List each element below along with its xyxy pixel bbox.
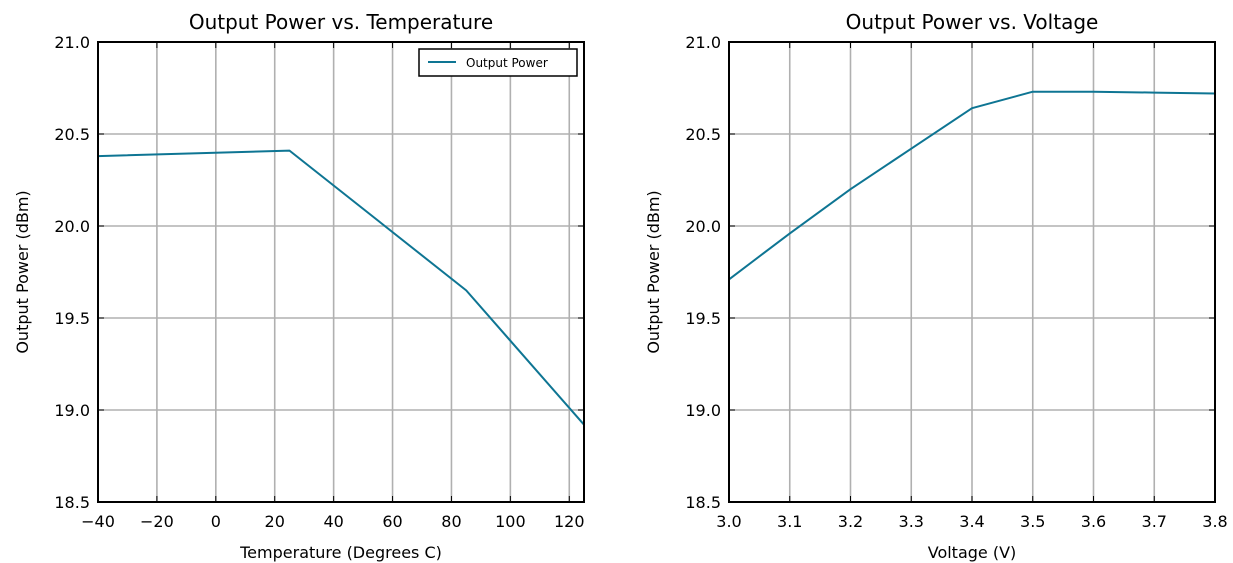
y-tick-label: 18.5	[685, 493, 721, 512]
x-tick-label: 3.5	[1020, 512, 1045, 531]
series-line	[728, 90, 1216, 281]
ticks: 3.0 3.1 3.2 3.3 3.4 3.5 3.6 3.7 3.8 18.5 19.0 19.5 2…	[685, 33, 1227, 531]
x-tick-label: 60	[382, 512, 402, 531]
y-tick-label: 19.5	[685, 309, 721, 328]
x-tick-label: 3.1	[777, 512, 802, 531]
x-tick-label: 120	[554, 512, 585, 531]
x-tick-label: 40	[323, 512, 343, 531]
chart-voltage: Output Power vs. Voltage 3.0 3.1 3.2 3.3 3.4…	[644, 10, 1228, 562]
y-tick-label: 19.0	[54, 401, 90, 420]
x-tick-label: 3.6	[1081, 512, 1106, 531]
y-tick-label: 20.0	[685, 217, 721, 236]
plot-frame	[97, 41, 585, 503]
x-tick-label: −20	[140, 512, 174, 531]
x-tick-label: 100	[495, 512, 526, 531]
chart-title: Output Power vs. Temperature	[189, 10, 493, 34]
x-tick-label: −40	[81, 512, 115, 531]
y-axis-label: Output Power (dBm)	[644, 190, 663, 353]
y-tick-label: 21.0	[685, 33, 721, 52]
x-axis-label: Temperature (Degrees C)	[239, 543, 442, 562]
y-tick-label: 20.0	[54, 217, 90, 236]
x-tick-label: 3.2	[838, 512, 863, 531]
y-tick-label: 21.0	[54, 33, 90, 52]
legend-entry: Output Power	[466, 56, 548, 70]
series-layer	[728, 90, 1216, 281]
y-tick-label: 18.5	[54, 493, 90, 512]
grid	[97, 41, 584, 503]
x-tick-label: 3.4	[959, 512, 984, 531]
legend: Output Power	[418, 48, 578, 77]
y-tick-label: 19.5	[54, 309, 90, 328]
x-tick-label: 0	[211, 512, 221, 531]
x-tick-label: 20	[265, 512, 285, 531]
x-tick-label: 3.3	[899, 512, 924, 531]
x-tick-label: 3.8	[1202, 512, 1227, 531]
ticks: −40 −20 0 20 40 60 80 100 120 18.5 19.0 19.5 20.0 20.…	[54, 33, 584, 531]
series-layer	[97, 149, 585, 426]
chart-title: Output Power vs. Voltage	[846, 10, 1099, 34]
x-tick-label: 80	[441, 512, 461, 531]
y-tick-label: 19.0	[685, 401, 721, 420]
y-tick-label: 20.5	[54, 125, 90, 144]
chart-temperature: Output Power vs. Temperature −40 −20 0 20 40…	[13, 10, 585, 562]
x-tick-label: 3.7	[1142, 512, 1167, 531]
grid	[728, 41, 1216, 503]
y-tick-label: 20.5	[685, 125, 721, 144]
x-tick-label: 3.0	[716, 512, 741, 531]
x-axis-label: Voltage (V)	[928, 543, 1017, 562]
y-axis-label: Output Power (dBm)	[13, 190, 32, 353]
series-line	[97, 149, 585, 426]
